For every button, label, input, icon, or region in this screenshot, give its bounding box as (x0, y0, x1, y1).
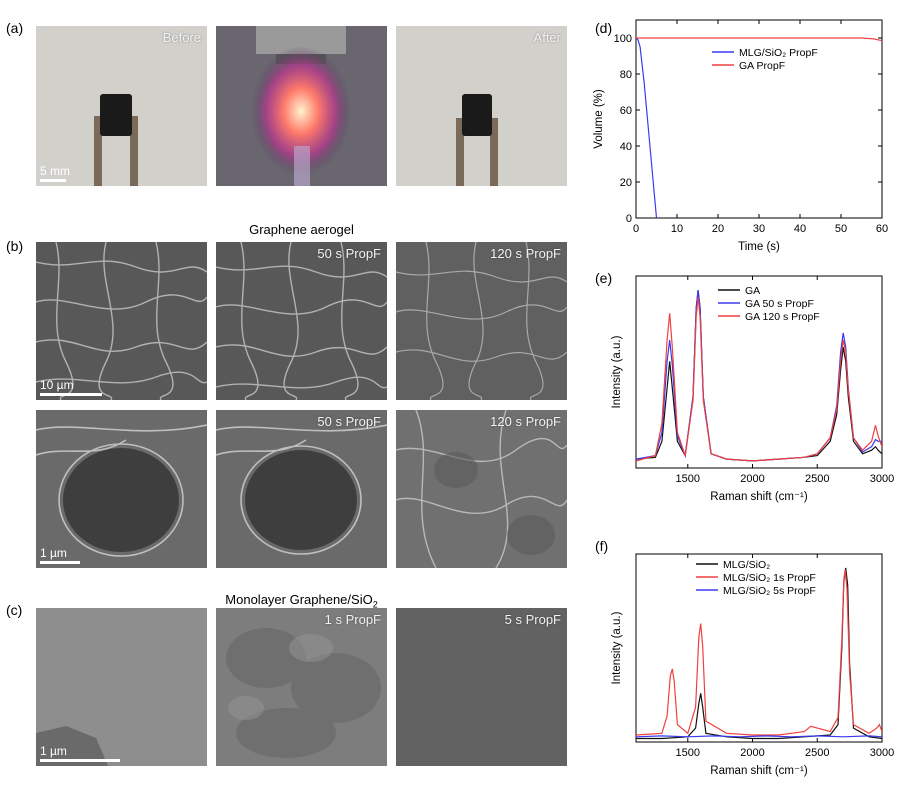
legend-label: MLG/SiO₂ 5s PropF (723, 585, 816, 597)
legend-label: GA PropF (739, 60, 785, 72)
y-tick-label: 80 (620, 69, 632, 81)
sem-texture (396, 242, 567, 400)
sem-mlg-1s: 1 s PropF (216, 608, 387, 766)
series-line (636, 37, 882, 42)
sem-aerogel-high-mag-50s: 50 s PropF (216, 410, 387, 568)
legend-label: GA 120 s PropF (745, 311, 820, 323)
x-tick-label: 1500 (676, 473, 700, 485)
graphene-aerogel-title: Graphene aerogel (249, 222, 354, 237)
x-tick-label: 40 (794, 223, 806, 235)
plot-frame (635, 553, 883, 743)
series-line (636, 569, 882, 736)
sem-tile-caption: 5 s PropF (504, 612, 561, 627)
y-axis-label: Intensity (a.u.) (611, 335, 623, 408)
photo-before: Before 5 mm (36, 26, 207, 186)
y-tick-label: 20 (620, 177, 632, 189)
volume-vs-time-chart: 0 10 20 30 40 50 60 0 20 40 60 80 100 Time (s) Volume … (593, 19, 888, 253)
x-tick-label: 10 (671, 223, 683, 235)
x-tick-label: 2500 (805, 747, 829, 759)
scale-bar-label: 1 µm (40, 744, 67, 758)
monolayer-graphene-title: Monolayer Graphene/SiO2 (36, 592, 567, 610)
sem-texture (396, 608, 567, 766)
y-axis-label: Intensity (a.u.) (611, 611, 623, 684)
scale-bar-1um: 1 µm (40, 546, 80, 564)
sem-aerogel-low-mag-120s: 120 s PropF (396, 242, 567, 400)
x-tick-label: 3000 (870, 473, 894, 485)
legend-label: GA (745, 285, 760, 297)
photo-after-image (396, 26, 567, 186)
x-axis-label: Raman shift (cm⁻¹) (710, 491, 808, 503)
sem-texture (216, 242, 387, 400)
x-tick-label: 2000 (740, 747, 764, 759)
series-line (636, 297, 882, 462)
sem-tile-caption: 120 s PropF (490, 414, 561, 429)
sem-texture (36, 608, 207, 766)
sem-tile-caption: 1 s PropF (324, 612, 381, 627)
sem-mlg-pristine: 1 µm (36, 608, 207, 766)
panel-a-label: (a) (6, 20, 24, 36)
x-axis-label: Raman shift (cm⁻¹) (710, 765, 808, 777)
photo-after-caption: After (533, 30, 561, 45)
panel-c-label: (c) (6, 602, 23, 618)
x-tick-label: 30 (753, 223, 765, 235)
x-tick-label: 2000 (740, 473, 764, 485)
scale-bar-label: 1 µm (40, 546, 67, 560)
scale-bar-10um: 10 µm (40, 378, 102, 396)
scale-bar-line (40, 179, 66, 182)
photo-burning (216, 26, 387, 186)
x-tick-label: 50 (835, 223, 847, 235)
y-axis-label: Volume (%) (593, 89, 605, 149)
scale-bar-label: 5 mm (40, 164, 70, 178)
scale-bar-line (40, 759, 120, 762)
monolayer-graphene-title-subscript: 2 (372, 599, 378, 610)
legend-label: MLG/SiO₂ 1s PropF (723, 572, 816, 584)
plot-frame (635, 275, 883, 469)
x-tick-label: 0 (633, 223, 639, 235)
sem-tile-caption: 120 s PropF (490, 246, 561, 261)
scale-bar-line (40, 561, 80, 564)
sem-tile-caption: 50 s PropF (317, 246, 381, 261)
x-tick-label: 2500 (805, 473, 829, 485)
photo-burning-image (216, 26, 387, 186)
panel-d-label: (d) (595, 20, 613, 36)
panel-f-label: (f) (595, 538, 609, 554)
scale-bar-1um: 1 µm (40, 744, 120, 762)
photo-before-image (36, 26, 207, 186)
legend-label: MLG/SiO₂ (723, 559, 770, 571)
y-tick-label: 100 (614, 33, 632, 45)
sem-texture (216, 410, 387, 568)
panel-b-label: (b) (6, 238, 24, 254)
x-tick-label: 3000 (870, 747, 894, 759)
series-line (636, 735, 882, 738)
sem-aerogel-low-mag-pristine: 10 µm (36, 242, 207, 400)
sem-tile-caption: 50 s PropF (317, 414, 381, 429)
sem-aerogel-high-mag-pristine: 1 µm (36, 410, 207, 568)
legend-label: MLG/SiO₂ PropF (739, 47, 818, 59)
legend-label: GA 50 s PropF (745, 298, 814, 310)
sem-texture (216, 608, 387, 766)
y-tick-label: 40 (620, 141, 632, 153)
series-line (636, 37, 658, 218)
monolayer-graphene-title-text: Monolayer Graphene/SiO (225, 592, 373, 607)
sem-mlg-5s: 5 s PropF (396, 608, 567, 766)
sem-aerogel-low-mag-50s: 50 s PropF (216, 242, 387, 400)
sem-texture (36, 242, 207, 400)
photo-after: After (396, 26, 567, 186)
x-axis-label: Time (s) (738, 241, 780, 253)
panel-e-label: (e) (595, 270, 613, 286)
sem-texture (396, 410, 567, 568)
scale-bar-line (40, 393, 102, 396)
x-tick-label: 60 (876, 223, 888, 235)
scale-bar-5mm: 5 mm (40, 164, 70, 182)
sem-texture (36, 410, 207, 568)
raman-mlg-chart: 1500 2000 2500 3000 Raman shift (cm⁻¹) Intens… (611, 553, 894, 777)
y-tick-label: 0 (626, 213, 632, 225)
raman-aerogel-chart: 1500 2000 2500 3000 Raman shift (cm⁻¹) Intens… (611, 275, 894, 503)
x-tick-label: 1500 (676, 747, 700, 759)
x-tick-label: 20 (712, 223, 724, 235)
y-tick-label: 60 (620, 105, 632, 117)
sem-aerogel-high-mag-120s: 120 s PropF (396, 410, 567, 568)
scale-bar-label: 10 µm (40, 378, 74, 392)
photo-before-caption: Before (162, 30, 201, 45)
